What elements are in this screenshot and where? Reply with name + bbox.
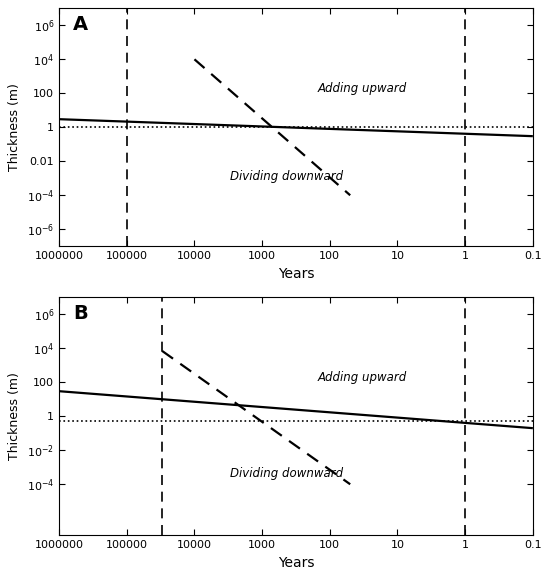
- Y-axis label: Thickness (m): Thickness (m): [8, 83, 21, 171]
- Y-axis label: Thickness (m): Thickness (m): [8, 372, 21, 460]
- Text: Dividing downward: Dividing downward: [230, 467, 343, 480]
- Text: Adding upward: Adding upward: [318, 82, 407, 95]
- Text: B: B: [73, 305, 88, 324]
- Text: Adding upward: Adding upward: [318, 371, 407, 384]
- Text: Dividing downward: Dividing downward: [230, 170, 343, 183]
- X-axis label: Years: Years: [278, 266, 314, 281]
- X-axis label: Years: Years: [278, 555, 314, 570]
- Text: A: A: [73, 16, 89, 35]
